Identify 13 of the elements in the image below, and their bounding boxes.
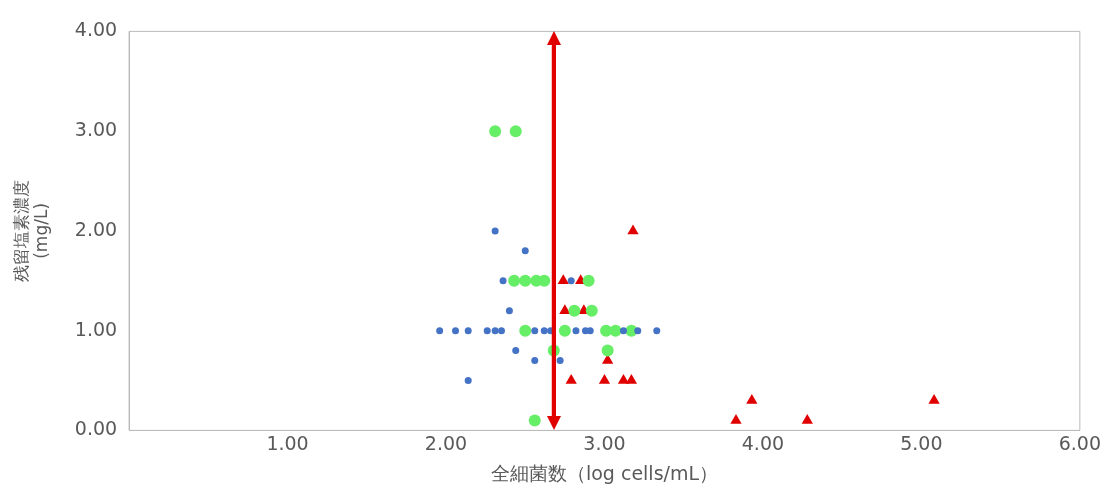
x-tick-label: 2.00 xyxy=(424,431,468,454)
x-tick-label: 3.00 xyxy=(583,431,626,454)
x-tick-label: 5.00 xyxy=(900,431,943,454)
y-tick-label: 0.00 xyxy=(74,417,118,440)
x-tick-label: 6.00 xyxy=(1058,431,1101,454)
y-tick-label: 1.00 xyxy=(74,317,118,340)
x-tick-label: 4.00 xyxy=(741,431,785,454)
x-tick-label: 1.00 xyxy=(266,431,309,454)
y-tick-label: 2.00 xyxy=(74,217,118,240)
y-tick-label: 3.00 xyxy=(74,118,118,141)
y-tick-label: 4.00 xyxy=(74,18,118,41)
x-axis-title: 全細菌数（log cells/mL） xyxy=(490,461,719,484)
y-axis-title: 残留塩素濃度 (mg/L) xyxy=(10,179,52,282)
